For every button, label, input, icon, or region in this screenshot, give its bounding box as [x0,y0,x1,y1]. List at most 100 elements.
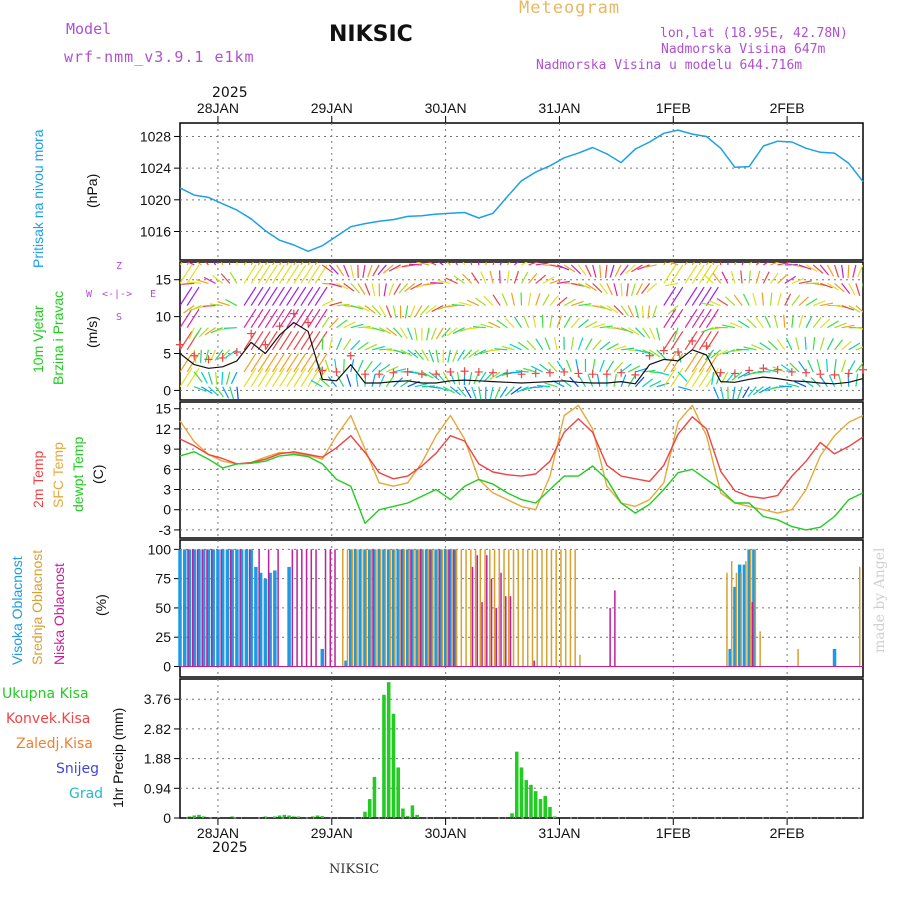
wind-barb [630,283,636,297]
y-tick-label: 1024 [140,160,171,176]
wind-barb [684,367,698,388]
compass-axis: <-|-> [102,289,133,300]
wind-barb [627,305,635,318]
cloud-bar [389,549,391,667]
wind-barb [786,383,800,388]
wind-barb [763,262,770,266]
wind-barb [243,353,257,373]
precip-bar [273,816,277,818]
wind-barb [414,383,428,388]
cloud-bar [377,549,381,667]
wind-barb [737,320,750,329]
precip-bar [287,815,291,818]
cloud-bar [422,549,425,667]
wind-barb [841,324,855,329]
cloud-bar [220,549,225,667]
wind-barb [713,386,720,399]
y-tick-label: 1.88 [144,751,171,767]
cloud-bar [413,549,415,667]
precip-bar [263,816,268,818]
cloud-bar [541,549,543,667]
wind-barb [198,327,209,338]
wind-barb [848,283,856,296]
cloud-bar [448,549,450,667]
wind-barb [293,264,307,284]
wind-barb [209,303,223,307]
wind-barb [314,286,328,306]
wind-barb [769,292,773,306]
wind-barb [740,270,743,284]
wind-barb [220,273,231,284]
wind-barb [343,321,356,329]
wind-barb [599,341,611,351]
y-tick-label: 0 [163,502,171,518]
wind-barb [620,305,630,317]
wind-barb [855,362,863,373]
wind-barb [556,264,570,271]
wind-gust-marker [275,322,284,331]
cloud-bar [344,660,348,667]
wind-barb [414,349,424,360]
cloud-bar [740,572,742,667]
cloud-bar [201,549,206,667]
cloud-bar [609,607,611,667]
cloud-bar [429,549,434,667]
wind-barb [350,340,361,351]
wind-barb [210,327,223,334]
wind-barb [762,271,770,284]
wind-gust-marker [446,367,455,376]
wind-barb [314,264,328,284]
precip-bar [396,767,400,818]
wind-barb [329,282,343,288]
cloud-bar [372,549,374,667]
wind-barb [371,362,382,373]
wind-barb [324,359,330,373]
wind-barb [606,360,615,373]
wind-barb [452,327,465,335]
wind-barb [416,262,430,266]
cloud-bar [533,660,535,667]
wind-barb [609,264,615,278]
cloud-bar [356,549,358,667]
wind-barb [367,264,373,278]
wind-barb [441,327,451,338]
wind-barb [780,364,793,373]
date-label-top: 2FEB [770,100,805,116]
wind-barb [357,359,364,373]
date-label-top: 1FEB [656,100,691,116]
wind-barb [631,264,643,273]
wind-barb [350,304,364,310]
wind-barb [737,371,750,379]
date-label-bottom: 29JAN [311,825,353,841]
wind-barb [857,264,863,278]
wind-barb [698,353,712,373]
cloud-bar [470,549,472,667]
wind-gust-marker [545,368,554,377]
wind-barb [665,282,679,287]
precip-bar [391,713,396,818]
cloud-bar [363,549,367,667]
wind-barb [549,314,553,328]
wind-barb [307,308,321,329]
wind-barb [250,264,264,284]
wind-barb [752,386,764,396]
wind-barb [649,349,661,358]
wind-barb [578,303,592,307]
wind-barb [770,272,779,284]
wind-barb [677,371,688,382]
wind-barb [539,363,551,373]
wind-barb [565,359,572,373]
wind-gust-marker [759,364,768,373]
wind-gust-marker [830,370,839,379]
wind-barb [214,349,224,361]
wind-barb [535,274,547,284]
wind-gust-marker [517,370,526,379]
wind-barb [336,282,349,290]
cloud-bar [614,590,616,667]
wind-barb [200,371,208,384]
y-tick-label: 9 [163,441,171,457]
wind-barb [372,264,380,277]
precip-bar [230,816,234,818]
wind-barb [556,280,571,284]
dewpoint-line [179,451,864,531]
